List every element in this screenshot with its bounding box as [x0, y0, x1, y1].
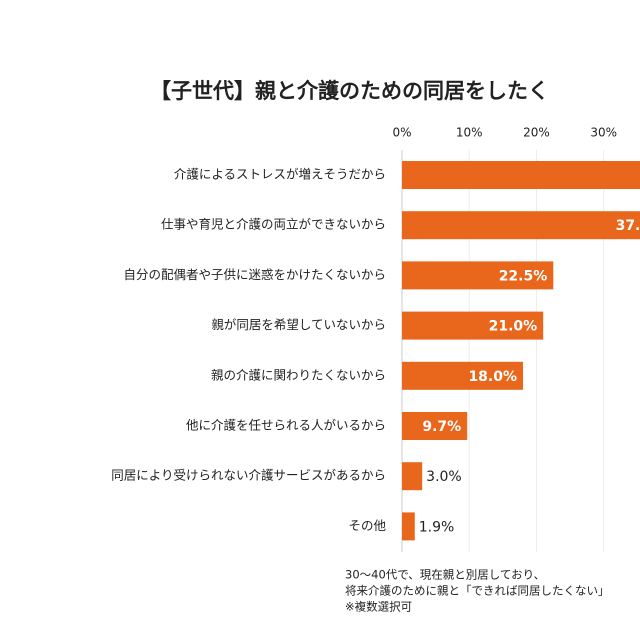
bar	[402, 261, 554, 290]
bar	[402, 412, 468, 440]
x-tick-label: 30%	[590, 126, 617, 140]
bar	[402, 211, 640, 240]
bar	[402, 462, 423, 491]
y-tick-label: 仕事や育児と介護の両立ができないから	[161, 217, 386, 232]
data-label: 37.8	[616, 218, 640, 234]
x-tick-label: 10%	[456, 126, 483, 140]
y-tick-label: 親が同居を希望していないから	[211, 317, 386, 332]
bar	[402, 361, 524, 390]
y-tick-label: その他	[348, 518, 386, 533]
note: ※複数選択可	[345, 600, 412, 614]
data-label: 1.9%	[419, 519, 455, 535]
y-tick-label: 他に介護を任せられる人がいるから	[186, 418, 386, 433]
note: 将来介護のために親と「できれば同居したくない」	[345, 584, 610, 598]
note: 30～40代で、現在親と別居しており、	[345, 568, 545, 582]
data-label: 22.5%	[499, 268, 548, 284]
chart-title: 【子世代】親と介護のための同居をしたく	[150, 79, 549, 103]
y-tick-label: 自分の配偶者や子供に迷惑をかけたくないから	[123, 267, 386, 282]
y-tick-label: 介護によるストレスが増えそうだから	[174, 167, 386, 182]
data-label: 21.0%	[489, 319, 538, 335]
y-tick-label: 親の介護に関わりたくないから	[211, 367, 386, 382]
y-tick-label: 同居により受けられない介護サービスがあるから	[111, 468, 386, 483]
x-tick-label: 20%	[523, 126, 550, 140]
data-label: 3.0%	[426, 469, 462, 485]
x-tick-label: 0%	[392, 126, 411, 140]
data-label: 18.0%	[468, 369, 517, 385]
bar	[402, 512, 415, 541]
bar	[402, 161, 640, 189]
data-label: 9.7%	[422, 419, 461, 435]
bar	[402, 311, 544, 340]
